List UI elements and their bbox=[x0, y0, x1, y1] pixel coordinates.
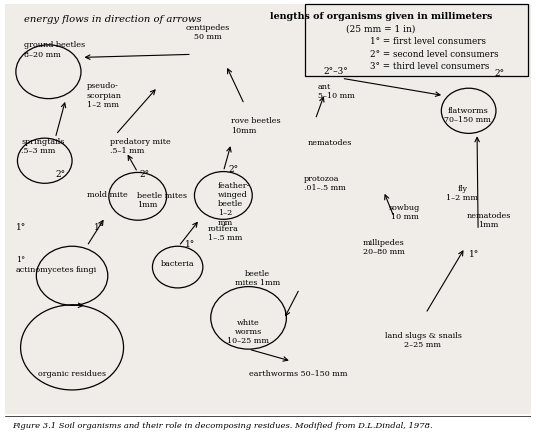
Text: 2°: 2° bbox=[229, 165, 239, 174]
Text: centipedes
50 mm: centipedes 50 mm bbox=[185, 24, 230, 41]
Text: rove beetles
10mm: rove beetles 10mm bbox=[231, 117, 281, 135]
Text: white
worms
10–25 mm: white worms 10–25 mm bbox=[227, 319, 269, 346]
Text: nematodes
1mm: nematodes 1mm bbox=[466, 212, 511, 229]
Text: 1°: 1° bbox=[16, 223, 26, 232]
Text: predatory mite
.5–1 mm: predatory mite .5–1 mm bbox=[110, 138, 171, 155]
Text: flatworms
70–150 mm: flatworms 70–150 mm bbox=[444, 106, 491, 124]
Text: pseudo-
scorpian
1–2 mm: pseudo- scorpian 1–2 mm bbox=[87, 82, 122, 109]
Text: rotifera
1–.5 mm: rotifera 1–.5 mm bbox=[207, 225, 242, 242]
Text: fungi: fungi bbox=[76, 266, 98, 274]
Text: bacteria: bacteria bbox=[160, 260, 194, 268]
Text: (25 mm = 1 in): (25 mm = 1 in) bbox=[346, 24, 415, 33]
Text: 1°: 1° bbox=[185, 240, 196, 249]
Text: earthworms 50–150 mm: earthworms 50–150 mm bbox=[249, 370, 348, 378]
Text: mold mite: mold mite bbox=[87, 190, 128, 198]
Text: 1°: 1° bbox=[94, 223, 104, 232]
Text: 2°: 2° bbox=[494, 70, 504, 78]
Text: 2°–3°: 2°–3° bbox=[324, 67, 348, 76]
Text: 1°: 1° bbox=[469, 250, 479, 260]
Text: feather-
winged
beetle
1–2
mm: feather- winged beetle 1–2 mm bbox=[218, 182, 250, 226]
Text: ant
5–10 mm: ant 5–10 mm bbox=[318, 83, 355, 100]
Text: 3° = third level consumers: 3° = third level consumers bbox=[370, 62, 490, 71]
Text: Figure 3.1 Soil organisms and their role in decomposing residues. Modified from : Figure 3.1 Soil organisms and their role… bbox=[12, 422, 433, 430]
Text: lengths of organisms given in millimeters: lengths of organisms given in millimeter… bbox=[270, 12, 492, 21]
Text: 2°: 2° bbox=[55, 170, 65, 179]
Polygon shape bbox=[5, 4, 531, 412]
Text: beetle
mites 1mm: beetle mites 1mm bbox=[235, 270, 280, 288]
Text: springtails
.5–3 mm: springtails .5–3 mm bbox=[21, 138, 64, 155]
Text: protozoa
.01–.5 mm: protozoa .01–.5 mm bbox=[304, 175, 346, 192]
Text: millipedes
20–80 mm: millipedes 20–80 mm bbox=[362, 239, 405, 256]
Text: 2°: 2° bbox=[139, 170, 150, 179]
Text: 2° = second level consumers: 2° = second level consumers bbox=[370, 50, 499, 58]
Text: energy flows in direction of arrows: energy flows in direction of arrows bbox=[24, 16, 202, 24]
Text: organic residues: organic residues bbox=[38, 370, 106, 378]
Text: sowbug
10 mm: sowbug 10 mm bbox=[389, 204, 420, 222]
Text: beetle mites
1mm: beetle mites 1mm bbox=[137, 192, 187, 209]
Text: 1°
actinomycetes: 1° actinomycetes bbox=[16, 256, 75, 273]
Text: fly
1–2 mm: fly 1–2 mm bbox=[446, 185, 478, 202]
Text: nematodes: nematodes bbox=[307, 140, 352, 148]
Text: 1° = first level consumers: 1° = first level consumers bbox=[370, 37, 487, 47]
Text: land slugs & snails
2–25 mm: land slugs & snails 2–25 mm bbox=[384, 332, 461, 350]
Text: ground beetles
8–20 mm: ground beetles 8–20 mm bbox=[24, 41, 85, 58]
